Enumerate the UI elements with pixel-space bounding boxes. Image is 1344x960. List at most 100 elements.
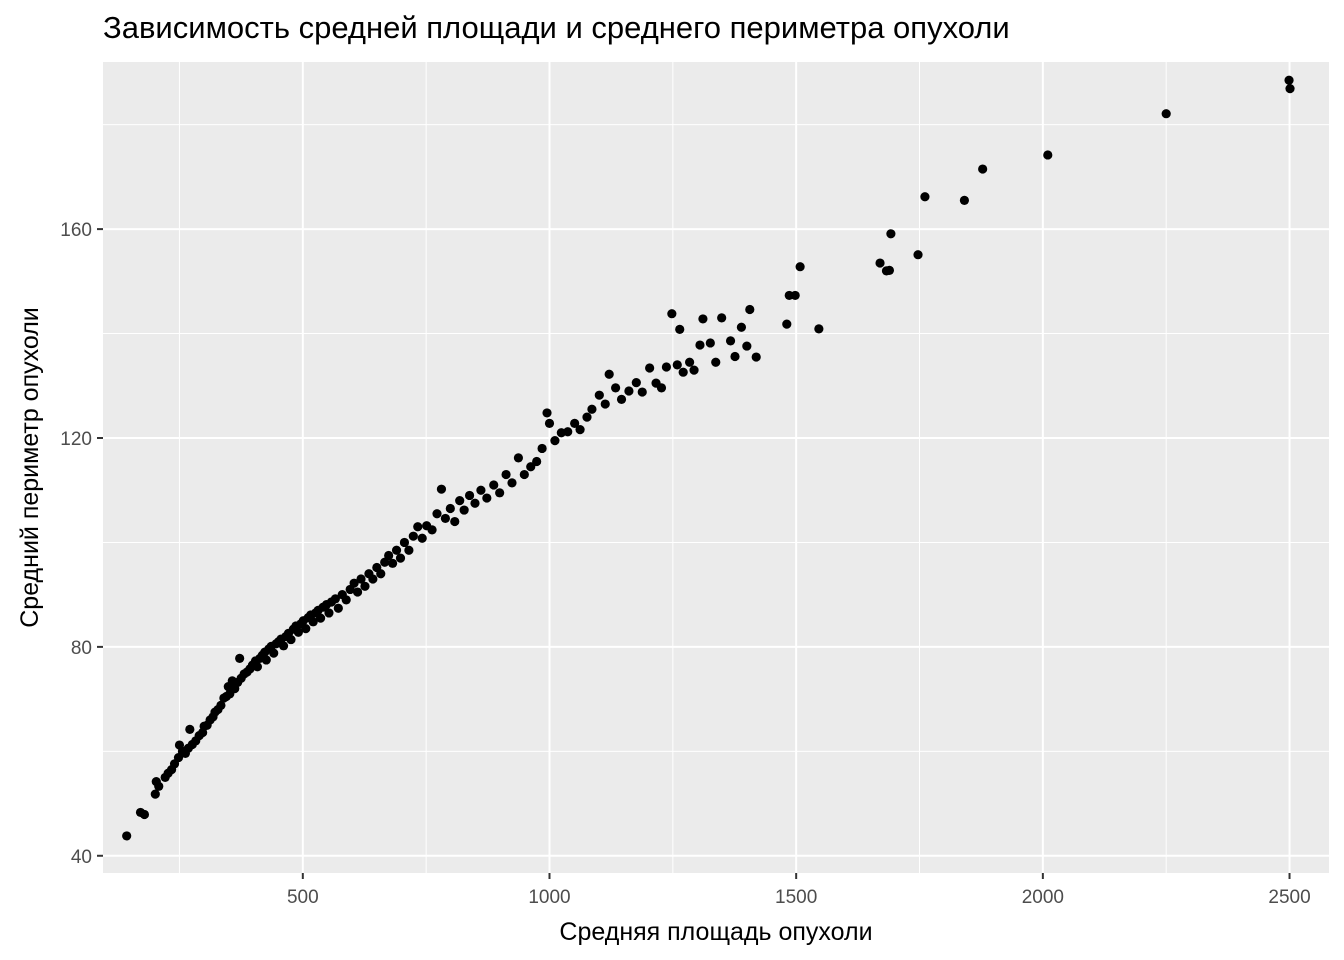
scatter-point: [380, 557, 390, 567]
scatter-point: [790, 290, 800, 301]
scatter-point: [301, 624, 311, 634]
scatter-point: [349, 578, 359, 588]
scatter-point: [570, 418, 580, 428]
x-tick-label: 1500: [775, 887, 817, 908]
scatter-point: [587, 404, 597, 414]
scatter-point: [341, 595, 351, 605]
scatter-point: [185, 724, 195, 734]
major-grid: [103, 62, 1329, 873]
scatter-point: [269, 648, 279, 658]
scatter-point: [616, 394, 627, 404]
scatter-point: [886, 229, 896, 239]
scatter-point: [594, 390, 604, 400]
scatter-point: [1043, 150, 1053, 160]
scatter-point: [675, 324, 685, 334]
x-axis-ticks: 500 1000 1500 2000 2500: [287, 873, 1311, 908]
y-axis-title: Средний периметр опухоли: [16, 307, 44, 628]
scatter-point: [391, 545, 402, 555]
x-tick-label: 2000: [1022, 887, 1064, 908]
scatter-point: [489, 480, 499, 490]
scatter-point: [404, 545, 414, 555]
scatter-point: [667, 309, 677, 319]
scatter-point: [698, 314, 708, 324]
scatter-point: [445, 503, 455, 514]
scatter-point: [717, 313, 727, 323]
scatter-point: [913, 250, 923, 260]
scatter-point: [216, 700, 226, 710]
scatter-point: [330, 594, 340, 604]
y-tick-label: 40: [71, 847, 92, 868]
scatter-point: [711, 357, 721, 367]
scatter-point: [399, 537, 410, 548]
scatter-point: [695, 340, 705, 350]
scatter-point: [482, 493, 492, 503]
scatter-point: [1285, 84, 1295, 94]
scatter-point: [261, 655, 271, 665]
scatter-point: [1284, 75, 1294, 85]
y-axis-ticks: 40 80 120 160: [60, 220, 103, 868]
x-tick-label: 2500: [1268, 887, 1310, 908]
scatter-point: [611, 383, 621, 393]
scatter-point: [436, 484, 447, 494]
scatter-point: [507, 478, 517, 488]
scatter-point: [376, 569, 386, 579]
scatter-point: [413, 522, 423, 532]
scatter-point: [656, 383, 667, 393]
scatter-point: [501, 469, 511, 480]
chart-title: Зависимость средней площади и среднего п…: [103, 10, 1010, 45]
minor-grid: [103, 62, 1329, 873]
scatter-point: [550, 436, 560, 446]
y-tick-label: 160: [60, 220, 92, 241]
scatter-point: [459, 505, 469, 515]
scatter-point: [544, 418, 555, 428]
x-tick-label: 500: [287, 887, 319, 908]
scatter-point: [333, 603, 343, 613]
scatter-point: [751, 352, 761, 362]
scatter-point: [637, 387, 647, 397]
scatter-point: [235, 653, 245, 663]
scatter-point: [736, 322, 747, 332]
scatter-point: [532, 456, 542, 467]
scatter-point: [631, 378, 641, 388]
scatter-point: [745, 304, 755, 315]
scatter-point: [293, 627, 303, 637]
x-tick-label: 1000: [528, 887, 570, 908]
scatter-point: [122, 831, 132, 841]
scatter-point: [624, 386, 634, 396]
scatter-point: [959, 195, 970, 205]
scatter-point: [417, 533, 427, 543]
data-points: [122, 75, 1295, 841]
scatter-point: [920, 192, 930, 202]
scatter-point: [795, 262, 805, 272]
scatter-point: [685, 357, 695, 367]
scatter-point: [470, 498, 480, 508]
scatter-point: [384, 550, 394, 561]
y-tick-label: 80: [71, 638, 92, 659]
scatter-point: [672, 360, 682, 370]
scatter-point: [476, 485, 486, 495]
y-tick-label: 120: [60, 429, 92, 450]
scatter-point: [705, 338, 715, 348]
scatter-point: [513, 453, 524, 463]
scatter-point: [368, 574, 378, 584]
scatter-point: [154, 781, 164, 791]
scatter-point: [455, 496, 465, 506]
scatter-point: [464, 490, 475, 501]
scatter-point: [1161, 109, 1171, 119]
plot-panel: [103, 62, 1329, 873]
scatter-point: [352, 587, 363, 597]
scatter-point: [814, 324, 824, 334]
scatter-point: [395, 553, 406, 563]
scatter-point: [278, 641, 289, 651]
scatter-point: [600, 399, 610, 409]
scatter-point: [563, 427, 573, 437]
scatter-point: [537, 443, 547, 454]
scatter-point: [875, 258, 885, 268]
x-axis-title: Средняя площадь опухоли: [559, 918, 872, 946]
scatter-point: [139, 809, 150, 820]
scatter-point: [427, 525, 437, 535]
scatter-point: [689, 365, 699, 375]
scatter-point: [440, 513, 450, 524]
scatter-point: [742, 341, 752, 351]
scatter-point: [661, 362, 672, 372]
